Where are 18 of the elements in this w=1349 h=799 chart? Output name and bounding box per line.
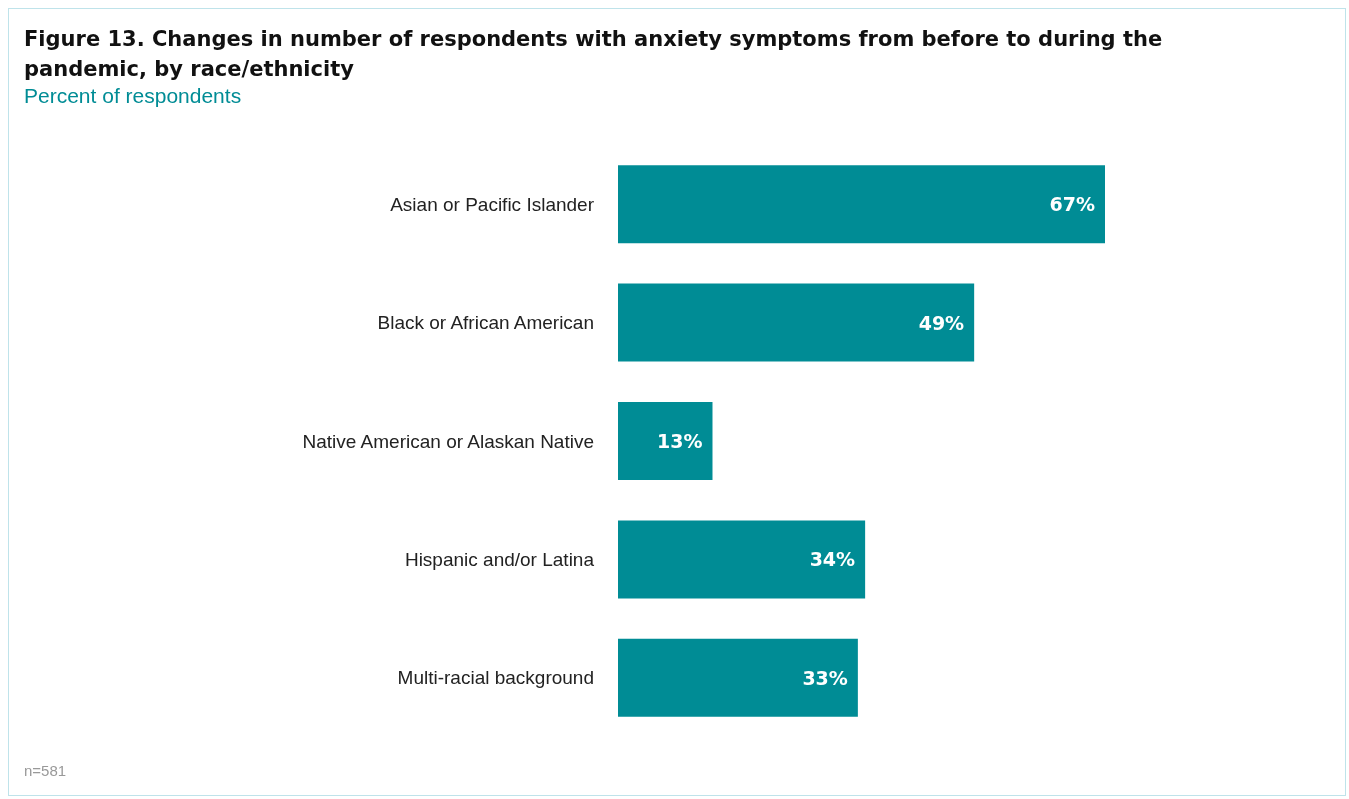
data-label: 49% [918, 311, 965, 334]
data-label: 34% [809, 548, 856, 571]
data-label: 67% [1049, 193, 1095, 216]
bar [618, 402, 713, 480]
data-label: 33% [802, 666, 848, 689]
y-tick-label: Black or African American [377, 312, 594, 334]
text: n=581 [24, 762, 67, 779]
bar [618, 638, 858, 717]
bar [618, 283, 975, 362]
y-tick-label: Asian or Pacific Islander [390, 193, 595, 215]
data-label: 13% [657, 430, 703, 452]
text: Percent of respondents [24, 84, 242, 108]
y-tick-label: Hispanic and/or Latina [404, 548, 595, 570]
y-tick-label: Multi-racial background [397, 667, 594, 689]
bar [618, 165, 1105, 244]
bar [618, 520, 866, 599]
chart-title: Figure 13. Changes in number of respondents with anxiety symptoms from before to during the pandemic, by race/ethnicity [24, 26, 1164, 83]
y-tick-label: Native American or Alaskan Native [302, 430, 594, 452]
